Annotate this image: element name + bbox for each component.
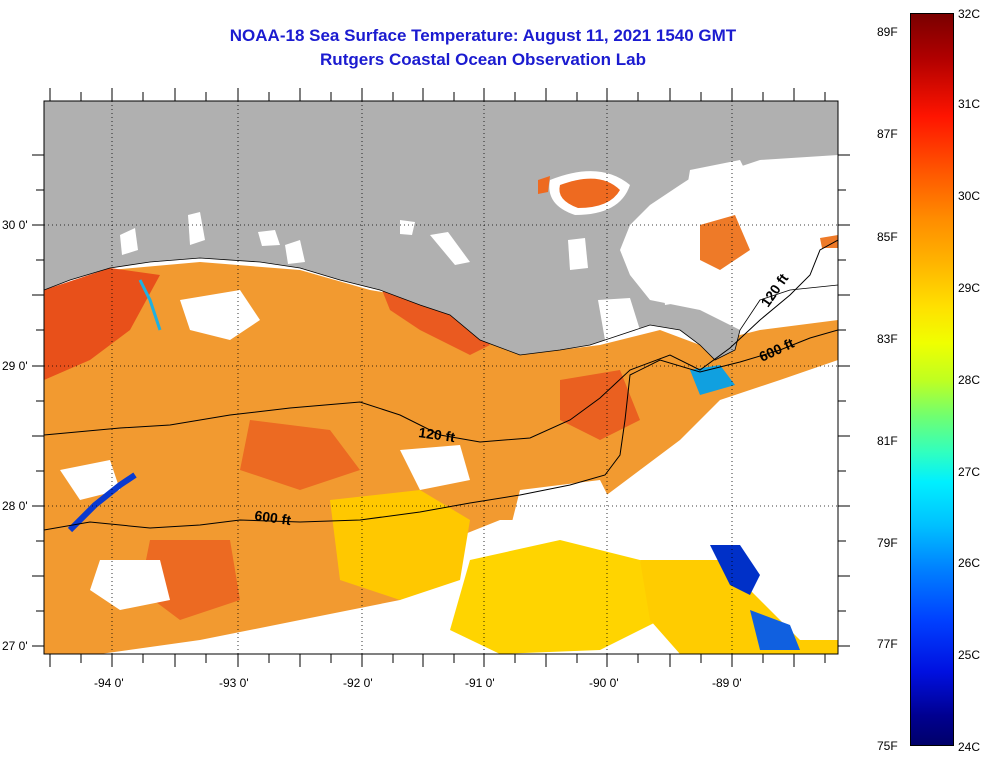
lat-label: 28 0': [2, 499, 28, 513]
colorbar-c-label: 24C: [958, 740, 981, 754]
axis-ticks: [32, 88, 850, 667]
lake: [598, 298, 640, 340]
lake: [559, 178, 620, 208]
lon-label: -94 0': [94, 676, 124, 690]
cool-filament: [138, 279, 162, 331]
contour-120ft: [44, 239, 838, 443]
sst-hot-region: [560, 370, 640, 440]
cloud-patch: [180, 290, 260, 340]
lake: [538, 176, 550, 194]
colorbar-c-label: 31C: [958, 97, 981, 111]
lake: [285, 240, 305, 264]
lon-label: -91 0': [465, 676, 495, 690]
contour-label-120ft: 120 ft: [418, 424, 457, 445]
lake: [120, 228, 138, 255]
cool-water-patch: [690, 365, 735, 395]
lake: [188, 212, 205, 245]
temperature-colorbar: [910, 13, 954, 746]
sst-mid-region: [330, 490, 470, 600]
lake: [660, 258, 695, 305]
lat-label: 29 0': [2, 359, 28, 373]
cloud-patch: [400, 445, 470, 490]
contour-label-600ft: 600 ft: [254, 507, 293, 528]
contour-600ft: [44, 329, 838, 531]
map-subtitle: Rutgers Coastal Ocean Observation Lab: [320, 50, 646, 69]
land-area: [44, 101, 838, 360]
colorbar-f-label: 89F: [877, 25, 898, 39]
colorbar-c-label: 28C: [958, 373, 981, 387]
colorbar-c-label: 26C: [958, 556, 981, 570]
colorbar-f-label: 77F: [877, 637, 898, 651]
lake: [258, 230, 280, 246]
sst-hot-region: [44, 268, 160, 380]
cool-water-patch: [750, 610, 800, 650]
lake: [700, 215, 750, 270]
graticule: [44, 101, 838, 654]
lake: [760, 155, 838, 230]
cool-water-patch: [710, 545, 760, 595]
sst-mid-region: [450, 540, 660, 654]
cloud-patch: [90, 560, 170, 610]
colorbar-f-label: 83F: [877, 332, 898, 346]
lake: [430, 232, 470, 265]
colorbar-c-label: 32C: [958, 7, 981, 21]
map-title: NOAA-18 Sea Surface Temperature: August …: [229, 26, 737, 45]
colorbar-f-label: 85F: [877, 230, 898, 244]
cloud-patch: [510, 480, 620, 540]
lon-label: -92 0': [343, 676, 373, 690]
colorbar-c-label: 27C: [958, 465, 981, 479]
lake: [400, 220, 415, 235]
lon-label: -90 0': [589, 676, 619, 690]
coastline: [44, 257, 838, 361]
sst-hot-region: [240, 420, 360, 490]
lake: [568, 238, 588, 270]
colorbar-c-label: 25C: [958, 648, 981, 662]
lat-label: 27 0': [2, 639, 28, 653]
lat-label: 30 0': [2, 218, 28, 232]
lake: [820, 235, 838, 248]
colorbar-f-label: 81F: [877, 434, 898, 448]
sst-hot-region: [380, 285, 490, 355]
colorbar-f-label: 87F: [877, 127, 898, 141]
colorbar-f-label: 75F: [877, 739, 898, 753]
cool-filament: [67, 472, 137, 533]
lon-label: -93 0': [219, 676, 249, 690]
cloud-patch: [640, 400, 838, 630]
lon-label: -89 0': [712, 676, 742, 690]
colorbar-f-label: 79F: [877, 536, 898, 550]
map-frame: [43, 100, 839, 655]
cloud-patch: [60, 460, 120, 500]
colorbar-c-label: 30C: [958, 189, 981, 203]
colorbar-c-label: 29C: [958, 281, 981, 295]
